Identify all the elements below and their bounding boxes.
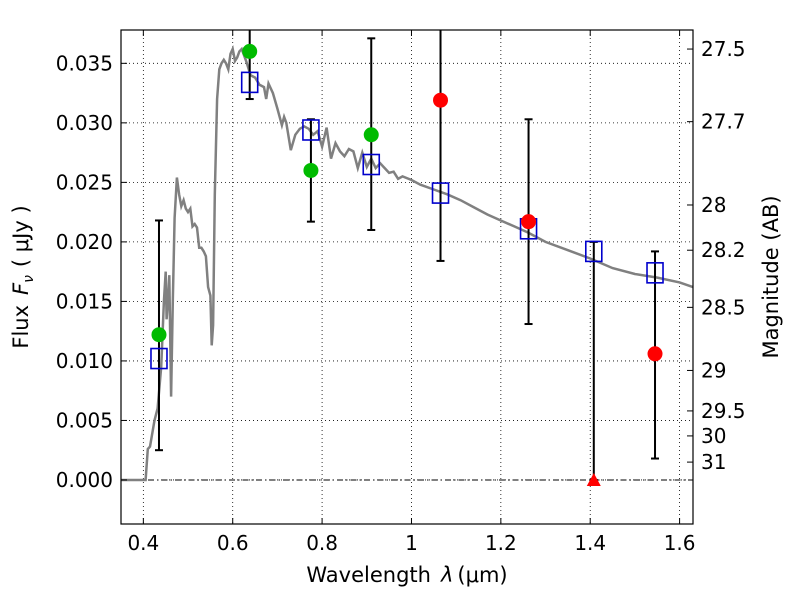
observation-point: [303, 162, 319, 178]
y-tick-label: 0.020: [56, 230, 113, 254]
observation-point: [363, 127, 379, 143]
observation-markers: [151, 43, 663, 486]
plot-frame: [120, 29, 694, 525]
y-axis-subscript: ν: [21, 275, 37, 283]
y-tick-label: 0.010: [56, 349, 113, 373]
y2-tick-label: 28: [701, 193, 726, 217]
y-tick-label: 0.030: [56, 111, 113, 135]
y2-tick-label: 29: [701, 358, 726, 382]
plot-area: [121, 30, 693, 486]
model-square: [302, 119, 320, 141]
y-axis-ticks: 0.000 0.005 0.010 0.015 0.020 0.025 0.030 0.035: [56, 51, 127, 492]
model-square: [362, 153, 381, 176]
x-tick-label: 1: [405, 531, 418, 555]
observation-point: [521, 214, 537, 230]
observation-upper-limit: [586, 472, 601, 486]
x-tick-label: 1.2: [485, 531, 517, 555]
y2-tick-label: 28.5: [701, 295, 746, 319]
x-tick-label: 1.4: [574, 531, 606, 555]
model-square: [646, 262, 664, 284]
y-tick-label: 0.000: [56, 468, 113, 492]
y-axis-title: Flux Fν ( μJy ): [9, 205, 37, 348]
x-axis-symbol: λ: [440, 563, 453, 587]
y2-tick-label: 28.2: [701, 238, 746, 262]
y2-tick-label: 31: [701, 450, 726, 474]
x-tick-label: 0.6: [217, 531, 249, 555]
observation-point: [647, 346, 663, 362]
y-axis-label: Flux: [9, 305, 33, 349]
model-square: [150, 347, 168, 370]
observation-point: [151, 327, 167, 343]
x-tick-label: 0.4: [127, 531, 159, 555]
x-axis-title: Wavelength λ (μm): [306, 563, 507, 587]
y-tick-label: 0.015: [56, 289, 113, 313]
y2-tick-label: 27.5: [701, 37, 746, 61]
y-tick-label: 0.005: [56, 408, 113, 432]
y2-tick-label: 27.7: [701, 110, 746, 134]
y2-tick-label: 30: [701, 424, 726, 448]
model-square: [584, 240, 603, 263]
observation-point: [433, 92, 449, 108]
y-axis-symbol: F: [9, 282, 33, 295]
x-axis-label: Wavelength: [306, 563, 431, 587]
model-square: [431, 182, 450, 204]
model-square: [240, 71, 259, 94]
y-tick-label: 0.035: [56, 51, 113, 75]
x-axis-ticks: 0.4 0.6 0.8 1 1.2 1.4 1.6: [127, 30, 696, 555]
x-tick-label: 0.8: [306, 531, 338, 555]
x-tick-label: 1.6: [664, 531, 696, 555]
y2-tick-label: 29.5: [701, 399, 746, 423]
y-tick-label: 0.025: [56, 170, 113, 194]
x-axis-unit: (μm): [457, 563, 507, 587]
template-spectrum-line: [121, 44, 693, 482]
y-axis-unit: ( μJy ): [9, 205, 33, 267]
observation-point: [242, 43, 258, 59]
y2-axis-title: Magnitude (AB): [759, 195, 783, 358]
